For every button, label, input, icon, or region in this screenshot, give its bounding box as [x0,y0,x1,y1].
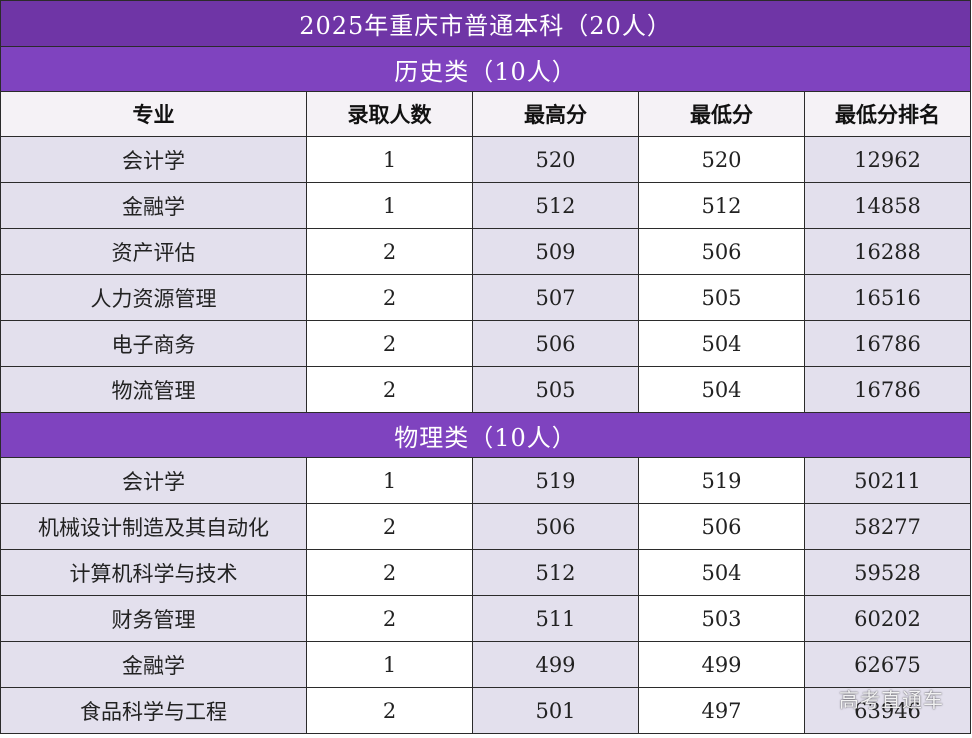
count-cell: 1 [306,182,473,229]
table-row: 人力资源管理 2 507 505 16516 [0,274,972,321]
major-cell: 机械设计制造及其自动化 [0,503,307,550]
column-header-rank: 最低分排名 [803,91,972,137]
section-title: 物理类（10人） [0,412,972,458]
min-score-cell: 504 [638,366,805,413]
major-cell: 财务管理 [0,595,307,642]
rank-cell: 14858 [803,182,972,229]
column-header-count: 录取人数 [306,91,473,137]
min-score-cell: 497 [638,687,805,734]
section-title: 历史类（10人） [0,46,972,92]
major-cell: 金融学 [0,182,307,229]
column-header-row: 专业 录取人数 最高分 最低分 最低分排名 [0,91,972,137]
count-cell: 2 [306,549,473,596]
table-row: 机械设计制造及其自动化 2 506 506 58277 [0,503,972,550]
min-score-cell: 506 [638,503,805,550]
rank-cell: 59528 [803,549,972,596]
count-cell: 1 [306,641,473,688]
max-score-cell: 507 [472,274,639,321]
table-row: 财务管理 2 511 503 60202 [0,595,972,642]
rank-cell: 63946 [803,687,972,734]
column-header-max: 最高分 [472,91,639,137]
rank-cell: 16516 [803,274,972,321]
count-cell: 1 [306,457,473,504]
table-row: 食品科学与工程 2 501 497 63946 [0,687,972,734]
min-score-cell: 505 [638,274,805,321]
min-score-cell: 506 [638,228,805,275]
max-score-cell: 506 [472,503,639,550]
max-score-cell: 501 [472,687,639,734]
count-cell: 2 [306,366,473,413]
max-score-cell: 520 [472,136,639,183]
rank-cell: 16786 [803,366,972,413]
major-cell: 金融学 [0,641,307,688]
count-cell: 2 [306,503,473,550]
min-score-cell: 499 [638,641,805,688]
major-cell: 会计学 [0,457,307,504]
min-score-cell: 504 [638,549,805,596]
rank-cell: 50211 [803,457,972,504]
count-cell: 1 [306,136,473,183]
max-score-cell: 506 [472,320,639,367]
section-header-history: 历史类（10人） [0,46,972,92]
rank-cell: 16786 [803,320,972,367]
section-header-physics: 物理类（10人） [0,412,972,458]
count-cell: 2 [306,274,473,321]
column-header-major: 专业 [0,91,307,137]
major-cell: 电子商务 [0,320,307,367]
min-score-cell: 512 [638,182,805,229]
rank-cell: 16288 [803,228,972,275]
table-row: 物流管理 2 505 504 16786 [0,366,972,413]
table-row: 计算机科学与技术 2 512 504 59528 [0,549,972,596]
min-score-cell: 504 [638,320,805,367]
count-cell: 2 [306,595,473,642]
major-cell: 计算机科学与技术 [0,549,307,596]
rank-cell: 58277 [803,503,972,550]
watermark-text: 高考直通车 [839,688,944,712]
min-score-cell: 503 [638,595,805,642]
max-score-cell: 509 [472,228,639,275]
count-cell: 2 [306,687,473,734]
table-row: 金融学 1 499 499 62675 [0,641,972,688]
min-score-cell: 520 [638,136,805,183]
table-row: 会计学 1 520 520 12962 [0,136,972,183]
max-score-cell: 505 [472,366,639,413]
major-cell: 食品科学与工程 [0,687,307,734]
max-score-cell: 512 [472,182,639,229]
major-cell: 会计学 [0,136,307,183]
major-cell: 人力资源管理 [0,274,307,321]
table-row: 资产评估 2 509 506 16288 [0,228,972,275]
major-cell: 物流管理 [0,366,307,413]
table-row: 会计学 1 519 519 50211 [0,457,972,504]
table-title-row: 2025年重庆市普通本科（20人） [0,0,972,47]
count-cell: 2 [306,320,473,367]
max-score-cell: 511 [472,595,639,642]
min-score-cell: 519 [638,457,805,504]
max-score-cell: 512 [472,549,639,596]
max-score-cell: 499 [472,641,639,688]
count-cell: 2 [306,228,473,275]
table-title: 2025年重庆市普通本科（20人） [0,0,972,47]
table-row: 金融学 1 512 512 14858 [0,182,972,229]
max-score-cell: 519 [472,457,639,504]
rank-cell: 12962 [803,136,972,183]
table-row: 电子商务 2 506 504 16786 [0,320,972,367]
rank-cell: 62675 [803,641,972,688]
major-cell: 资产评估 [0,228,307,275]
column-header-min: 最低分 [638,91,805,137]
rank-cell: 60202 [803,595,972,642]
